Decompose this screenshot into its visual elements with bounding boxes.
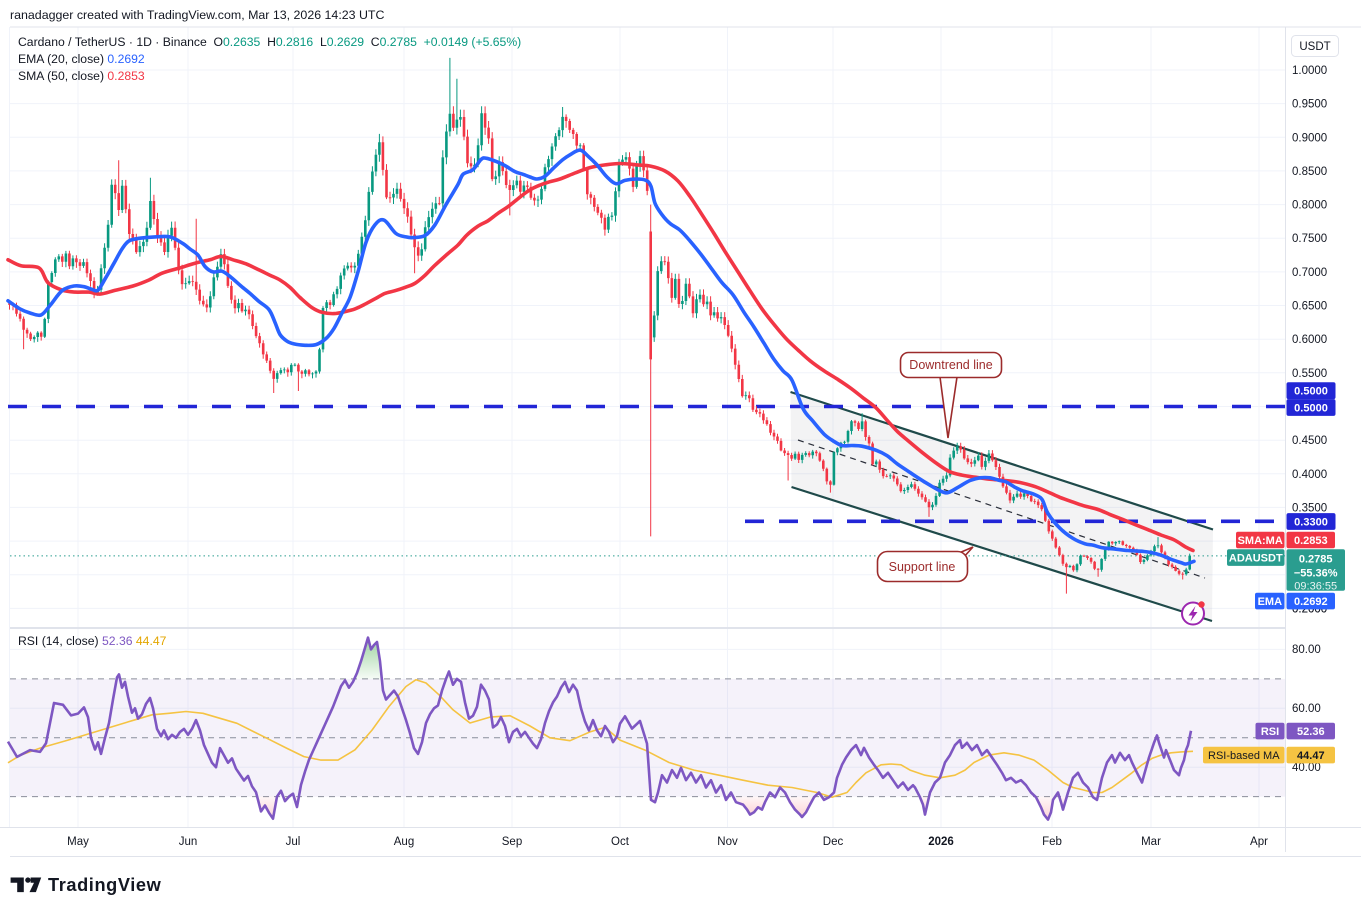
svg-text:SMA:MA: SMA:MA <box>1238 535 1283 547</box>
svg-text:09:36:55: 09:36:55 <box>1294 580 1337 592</box>
svg-text:EMA (20, close) 0.2692: EMA (20, close) 0.2692 <box>18 52 145 66</box>
svg-text:Sep: Sep <box>502 836 522 848</box>
svg-text:Mar: Mar <box>1141 836 1161 848</box>
svg-text:0.5000: 0.5000 <box>1294 403 1328 415</box>
svg-text:80.00: 80.00 <box>1292 644 1321 656</box>
svg-text:TradingView: TradingView <box>48 875 162 895</box>
svg-text:USDT: USDT <box>1299 41 1330 53</box>
svg-text:Jun: Jun <box>179 836 198 848</box>
svg-text:Support line: Support line <box>889 560 956 574</box>
svg-text:ranadagger created with Tradin: ranadagger created with TradingView.com,… <box>10 8 385 22</box>
svg-text:0.2692: 0.2692 <box>1294 596 1328 608</box>
svg-text:May: May <box>67 836 89 848</box>
svg-text:1.0000: 1.0000 <box>1292 65 1327 77</box>
svg-text:0.3300: 0.3300 <box>1294 517 1328 529</box>
svg-text:0.7500: 0.7500 <box>1292 233 1327 245</box>
svg-text:Oct: Oct <box>611 836 630 848</box>
svg-text:EMA: EMA <box>1258 596 1283 608</box>
svg-text:40.00: 40.00 <box>1292 762 1321 774</box>
svg-text:RSI-based MA: RSI-based MA <box>1208 750 1280 762</box>
svg-text:0.3500: 0.3500 <box>1292 502 1327 514</box>
svg-text:2026: 2026 <box>928 836 954 848</box>
svg-text:0.2785: 0.2785 <box>1299 553 1333 565</box>
svg-text:Apr: Apr <box>1250 836 1268 848</box>
svg-text:Dec: Dec <box>823 836 844 848</box>
svg-text:0.6000: 0.6000 <box>1292 334 1327 346</box>
svg-text:0.6500: 0.6500 <box>1292 301 1327 313</box>
svg-text:Jul: Jul <box>286 836 301 848</box>
svg-text:0.5000: 0.5000 <box>1294 386 1328 398</box>
svg-text:0.9500: 0.9500 <box>1292 99 1327 111</box>
svg-text:0.7000: 0.7000 <box>1292 267 1327 279</box>
svg-text:60.00: 60.00 <box>1292 703 1321 715</box>
svg-text:0.2853: 0.2853 <box>1294 535 1328 547</box>
svg-text:ADAUSDT: ADAUSDT <box>1229 553 1283 565</box>
svg-text:44.47: 44.47 <box>1297 750 1325 762</box>
svg-text:0.4000: 0.4000 <box>1292 469 1327 481</box>
svg-text:0.9000: 0.9000 <box>1292 132 1327 144</box>
svg-text:Aug: Aug <box>394 836 414 848</box>
svg-text:RSI (14, close) 52.36 44.47: RSI (14, close) 52.36 44.47 <box>18 634 167 648</box>
svg-text:Feb: Feb <box>1042 836 1062 848</box>
svg-text:Downtrend line: Downtrend line <box>909 358 992 372</box>
svg-text:52.36: 52.36 <box>1297 726 1325 738</box>
svg-text:SMA (50, close) 0.2853: SMA (50, close) 0.2853 <box>18 69 145 83</box>
svg-text:0.8500: 0.8500 <box>1292 166 1327 178</box>
svg-text:0.8000: 0.8000 <box>1292 200 1327 212</box>
svg-text:RSI: RSI <box>1261 726 1279 738</box>
svg-text:0.5500: 0.5500 <box>1292 368 1327 380</box>
svg-text:0.4500: 0.4500 <box>1292 435 1327 447</box>
svg-text:−55.36%: −55.36% <box>1294 567 1338 579</box>
svg-text:Nov: Nov <box>717 836 738 848</box>
svg-text:Cardano / TetherUS · 1D · Bina: Cardano / TetherUS · 1D · Binance O0.263… <box>18 35 521 49</box>
